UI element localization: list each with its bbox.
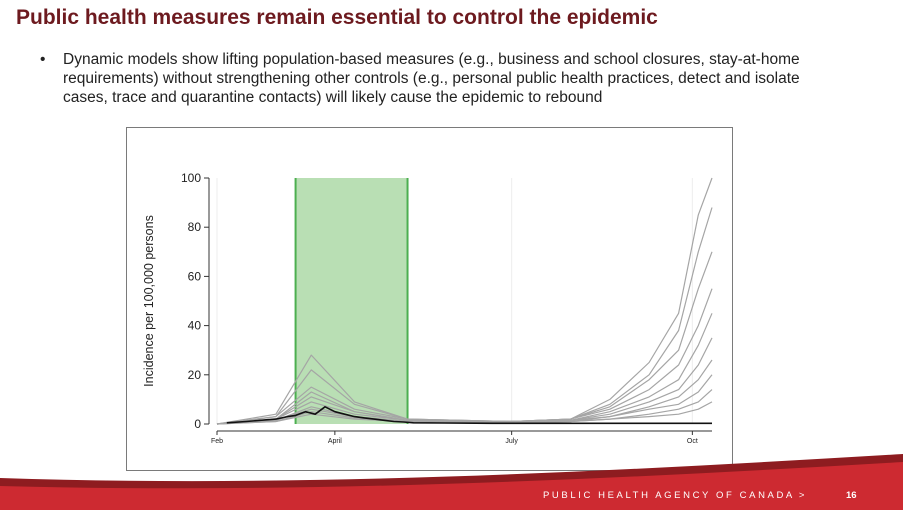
x-tick-label-oct: Oct <box>687 438 698 445</box>
footer-band <box>0 454 903 510</box>
y-tick-label-80: 80 <box>188 220 202 234</box>
y-tick-label-100: 100 <box>181 171 201 185</box>
y-tick-label-60: 60 <box>188 269 202 283</box>
footer-agency: PUBLIC HEALTH AGENCY OF CANADA > <box>543 490 811 501</box>
x-tick-label-april: April <box>328 438 342 445</box>
y-tick-label-40: 40 <box>188 319 202 333</box>
footer-band-light <box>0 462 903 510</box>
y-tick-label-0: 0 <box>194 417 201 431</box>
bullet-point: • Dynamic models show lifting population… <box>40 50 840 107</box>
y-tick-label-20: 20 <box>188 368 202 382</box>
y-axis-label: Incidence per 100,000 persons <box>142 215 156 387</box>
page-number: 16 <box>846 490 857 501</box>
x-tick-label-feb: Feb <box>211 438 223 445</box>
bullet-marker: • <box>40 51 46 68</box>
epidemic-chart: 0 20 40 60 80 100 Feb April July Oct Incidence per… <box>142 171 713 445</box>
series-observed <box>226 405 712 425</box>
chart-frame: 0 20 40 60 80 100 Feb April July Oct Incidence per… <box>126 127 733 471</box>
x-tick-label-july: July <box>505 438 518 445</box>
agency-name: PUBLIC HEALTH AGENCY OF CANADA <box>543 490 795 501</box>
footer-separator: > <box>798 490 808 501</box>
intervention-period <box>295 178 408 424</box>
bullet-text: Dynamic models show lifting population-b… <box>63 51 800 106</box>
series-simulation-10 <box>216 401 713 425</box>
slide-title: Public health measures remain essential … <box>16 6 658 29</box>
